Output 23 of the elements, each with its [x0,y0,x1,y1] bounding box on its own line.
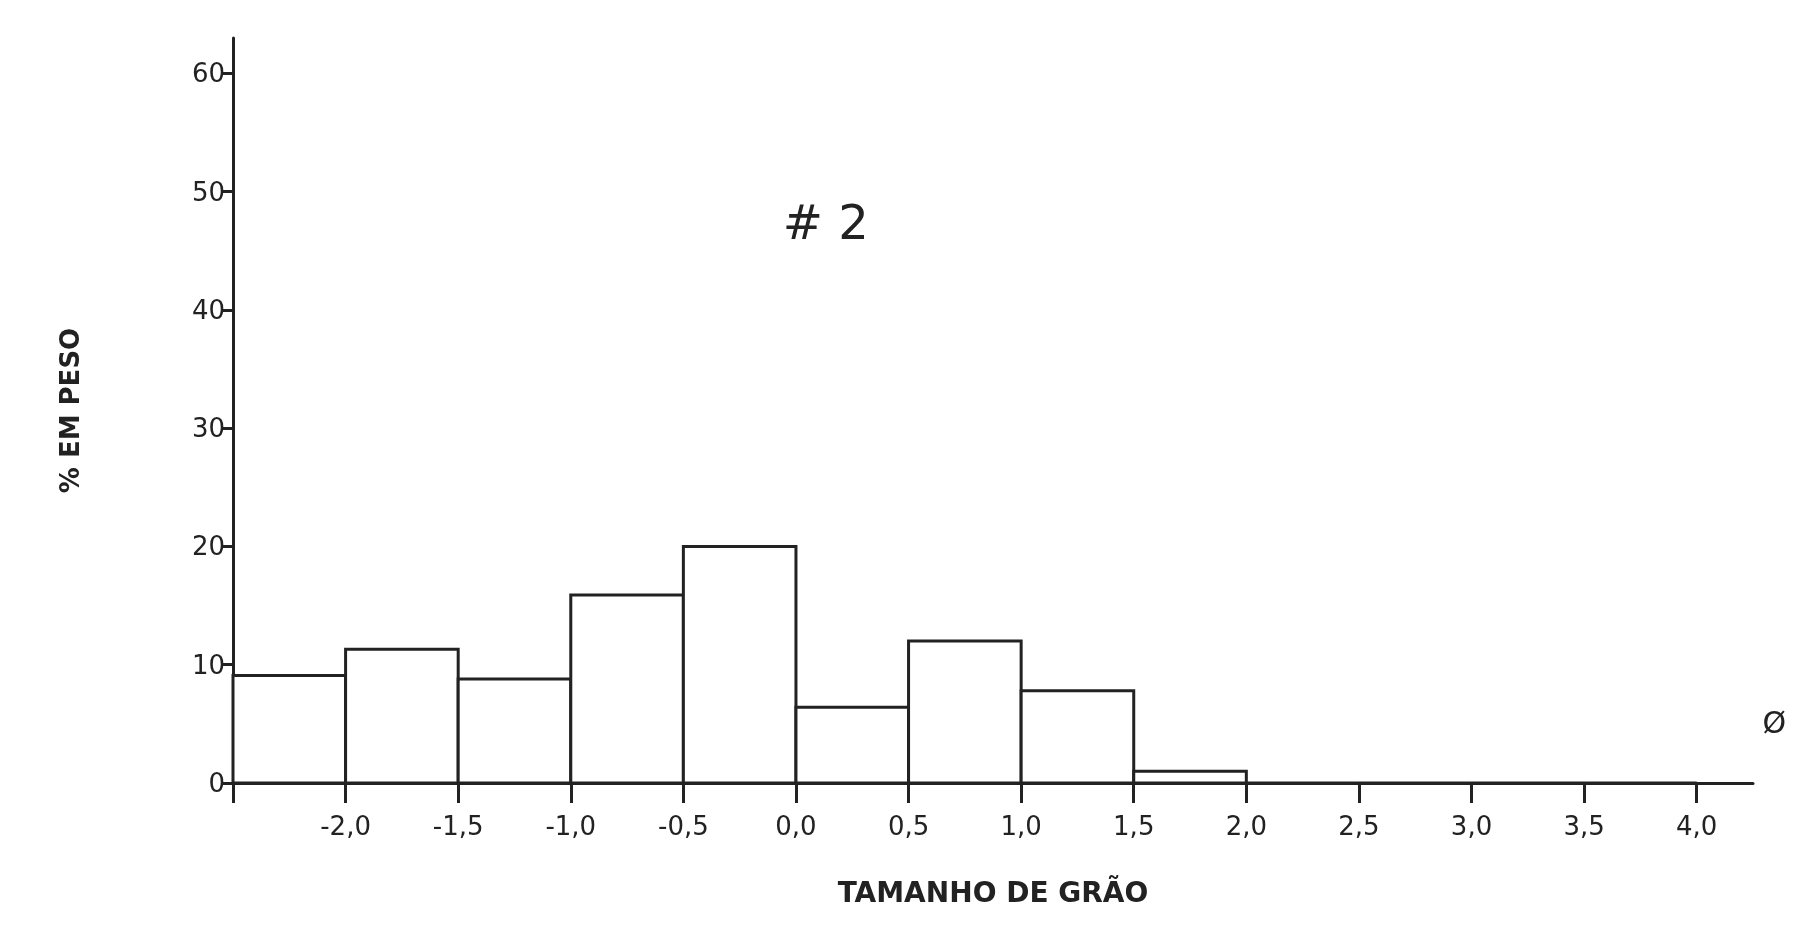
y-tick-label: 50 [191,176,225,207]
y-tick-label: 60 [191,58,225,89]
x-tick-label: -1,5 [432,811,484,841]
y-axis-title: % EM PESO [55,327,85,494]
x-tick-label: -2,0 [320,811,371,841]
x-tick-label: -1,0 [545,811,597,841]
x-tick-label: 1,0 [1000,811,1042,841]
x-tick-label: 3,0 [1450,811,1493,841]
x-tick-label: 0,0 [775,811,817,841]
y-tick-label: 10 [191,649,225,680]
y-tick-label: 30 [191,413,225,444]
x-tick-label: 1,5 [1113,811,1155,841]
x-tick-label: 0,5 [887,811,930,841]
y-tick-label: 40 [191,294,225,325]
y-tick-label: 20 [191,531,225,562]
text: # 2 [782,194,869,250]
x-tick-label: 2,0 [1225,811,1268,841]
x-tick-label: 3,5 [1563,811,1605,841]
text: Ø [1762,704,1787,740]
x-axis-title: TAMANHO DE GRÃO [837,874,1149,909]
x-tick-label: 2,5 [1338,811,1380,841]
x-tick-label: 4,0 [1676,811,1718,841]
x-tick-label: -0,5 [658,811,709,841]
